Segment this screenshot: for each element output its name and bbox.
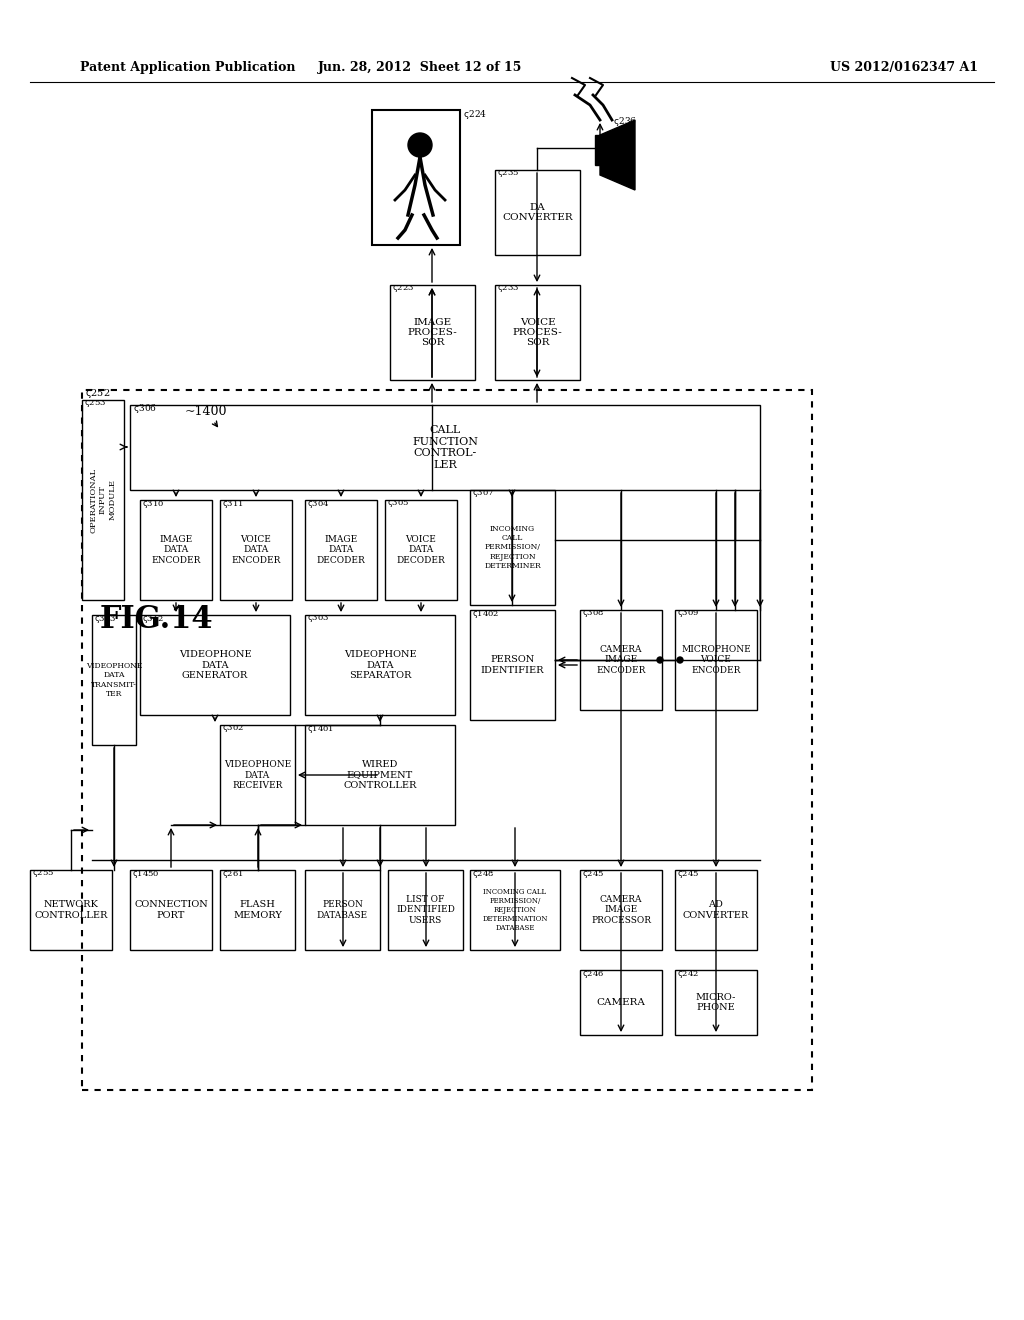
- Text: $\mathsf{\varsigma}$253: $\mathsf{\varsigma}$253: [84, 399, 106, 409]
- Circle shape: [408, 133, 432, 157]
- Circle shape: [657, 657, 663, 663]
- Text: $\mathsf{\varsigma}$309: $\mathsf{\varsigma}$309: [677, 609, 699, 619]
- Text: PERSON
DATABASE: PERSON DATABASE: [317, 900, 368, 920]
- Bar: [580, 610, 662, 710]
- Text: VIDEOPHONE
DATA
TRANSMIT-
TER: VIDEOPHONE DATA TRANSMIT- TER: [86, 663, 142, 698]
- Bar: [388, 870, 463, 950]
- Text: $\mathsf{\varsigma}$308: $\mathsf{\varsigma}$308: [582, 609, 604, 619]
- Text: CAMERA
IMAGE
PROCESSOR: CAMERA IMAGE PROCESSOR: [591, 895, 651, 925]
- Text: $\mathsf{\varsigma}$235: $\mathsf{\varsigma}$235: [497, 168, 519, 180]
- Bar: [390, 285, 475, 380]
- Text: VIDEOPHONE
DATA
SEPARATOR: VIDEOPHONE DATA SEPARATOR: [344, 651, 417, 680]
- Text: AD
CONVERTER: AD CONVERTER: [683, 900, 750, 920]
- Polygon shape: [600, 120, 635, 190]
- Text: FLASH
MEMORY: FLASH MEMORY: [233, 900, 282, 920]
- Text: IMAGE
DATA
DECODER: IMAGE DATA DECODER: [316, 535, 366, 565]
- Text: WIRED
EQUIPMENT
CONTROLLER: WIRED EQUIPMENT CONTROLLER: [343, 760, 417, 789]
- Text: LIST OF
IDENTIFIED
USERS: LIST OF IDENTIFIED USERS: [396, 895, 455, 925]
- Text: MICRO-
PHONE: MICRO- PHONE: [696, 993, 736, 1012]
- Bar: [305, 500, 377, 601]
- Text: CAMERA
IMAGE
ENCODER: CAMERA IMAGE ENCODER: [596, 645, 646, 675]
- Text: $\mathsf{\varsigma}$304: $\mathsf{\varsigma}$304: [307, 498, 330, 510]
- Text: $\mathsf{\varsigma}$245: $\mathsf{\varsigma}$245: [582, 869, 604, 880]
- Bar: [675, 870, 757, 950]
- Bar: [470, 490, 555, 605]
- Text: Jun. 28, 2012  Sheet 12 of 15: Jun. 28, 2012 Sheet 12 of 15: [317, 62, 522, 74]
- Bar: [470, 870, 560, 950]
- Bar: [82, 389, 812, 1090]
- Text: DA
CONVERTER: DA CONVERTER: [502, 203, 572, 222]
- Text: INCOMING CALL
PERMISSION/
REJECTION
DETERMINATION
DATABASE: INCOMING CALL PERMISSION/ REJECTION DETE…: [482, 887, 548, 932]
- Bar: [580, 870, 662, 950]
- Bar: [130, 405, 760, 490]
- Text: CALL
FUNCTION
CONTROL-
LER: CALL FUNCTION CONTROL- LER: [412, 425, 478, 470]
- Bar: [220, 725, 295, 825]
- Bar: [130, 870, 212, 950]
- Text: $\mathsf{\varsigma}$242: $\mathsf{\varsigma}$242: [677, 968, 699, 979]
- Text: $\mathsf{\varsigma}$302: $\mathsf{\varsigma}$302: [222, 723, 244, 734]
- Text: VOICE
PROCES-
SOR: VOICE PROCES- SOR: [513, 318, 562, 347]
- Bar: [495, 170, 580, 255]
- Bar: [372, 110, 460, 246]
- Text: NETWORK
CONTROLLER: NETWORK CONTROLLER: [35, 900, 108, 920]
- Bar: [675, 610, 757, 710]
- Text: $\mathsf{\varsigma}$224: $\mathsf{\varsigma}$224: [463, 108, 487, 121]
- Text: $\mathsf{\varsigma}$312: $\mathsf{\varsigma}$312: [142, 612, 164, 624]
- Text: $\mathsf{\varsigma}$248: $\mathsf{\varsigma}$248: [472, 869, 495, 880]
- Text: $\mathsf{\varsigma}$303: $\mathsf{\varsigma}$303: [307, 612, 330, 624]
- Text: MICROPHONE
VOICE
ENCODER: MICROPHONE VOICE ENCODER: [681, 645, 751, 675]
- Bar: [385, 500, 457, 601]
- Text: $\mathsf{\varsigma}$313: $\mathsf{\varsigma}$313: [94, 612, 117, 624]
- Text: $\mathsf{\varsigma}$233: $\mathsf{\varsigma}$233: [497, 282, 519, 294]
- Bar: [220, 870, 295, 950]
- Text: $\mathsf{\varsigma}$246: $\mathsf{\varsigma}$246: [582, 968, 604, 979]
- Text: $\mathsf{\varsigma}$245: $\mathsf{\varsigma}$245: [677, 869, 699, 880]
- Circle shape: [677, 657, 683, 663]
- Text: $\mathsf{\varsigma}$223: $\mathsf{\varsigma}$223: [392, 282, 415, 294]
- Text: OPERATIONAL
INPUT
MODULE: OPERATIONAL INPUT MODULE: [90, 467, 116, 533]
- Text: CONNECTION
PORT: CONNECTION PORT: [134, 900, 208, 920]
- Bar: [305, 725, 455, 825]
- Text: $\mathsf{\varsigma}$252: $\mathsf{\varsigma}$252: [85, 387, 111, 400]
- Text: $\mathsf{\varsigma}$1402: $\mathsf{\varsigma}$1402: [472, 609, 500, 620]
- Bar: [675, 970, 757, 1035]
- Text: $\mathsf{\varsigma}$311: $\mathsf{\varsigma}$311: [222, 498, 244, 510]
- Bar: [92, 615, 136, 744]
- Bar: [30, 870, 112, 950]
- Text: US 2012/0162347 A1: US 2012/0162347 A1: [830, 62, 978, 74]
- Text: $\mathsf{\varsigma}$261: $\mathsf{\varsigma}$261: [222, 869, 244, 880]
- Text: VOICE
DATA
DECODER: VOICE DATA DECODER: [396, 535, 445, 565]
- Text: VIDEOPHONE
DATA
RECEIVER: VIDEOPHONE DATA RECEIVER: [224, 760, 291, 789]
- Text: $\mathsf{\varsigma}$306: $\mathsf{\varsigma}$306: [133, 403, 157, 414]
- Text: $\mathsf{\varsigma}$305: $\mathsf{\varsigma}$305: [387, 498, 410, 510]
- Text: Patent Application Publication: Patent Application Publication: [80, 62, 296, 74]
- Text: VIDEOPHONE
DATA
GENERATOR: VIDEOPHONE DATA GENERATOR: [178, 651, 251, 680]
- Text: VOICE
DATA
ENCODER: VOICE DATA ENCODER: [231, 535, 281, 565]
- Bar: [595, 135, 607, 165]
- Text: ~1400: ~1400: [185, 405, 227, 426]
- Bar: [82, 400, 124, 601]
- Bar: [495, 285, 580, 380]
- Text: $\mathsf{\varsigma}$1450: $\mathsf{\varsigma}$1450: [132, 869, 160, 880]
- Text: INCOMING
CALL
PERMISSION/
REJECTION
DETERMINER: INCOMING CALL PERMISSION/ REJECTION DETE…: [484, 525, 541, 570]
- Text: $\mathsf{\varsigma}$255: $\mathsf{\varsigma}$255: [32, 869, 54, 879]
- Text: IMAGE
DATA
ENCODER: IMAGE DATA ENCODER: [152, 535, 201, 565]
- Bar: [140, 500, 212, 601]
- Bar: [220, 500, 292, 601]
- Bar: [580, 970, 662, 1035]
- Text: FIG.14: FIG.14: [100, 605, 214, 635]
- Bar: [305, 615, 455, 715]
- Text: $\mathsf{\varsigma}$1401: $\mathsf{\varsigma}$1401: [307, 723, 334, 735]
- Text: CAMERA: CAMERA: [597, 998, 645, 1007]
- Bar: [140, 615, 290, 715]
- Text: $\mathsf{\varsigma}$236: $\mathsf{\varsigma}$236: [613, 115, 637, 128]
- Text: IMAGE
PROCES-
SOR: IMAGE PROCES- SOR: [408, 318, 458, 347]
- Bar: [470, 610, 555, 719]
- Text: $\mathsf{\varsigma}$307: $\mathsf{\varsigma}$307: [472, 488, 495, 499]
- Text: $\mathsf{\varsigma}$310: $\mathsf{\varsigma}$310: [142, 498, 164, 510]
- Bar: [305, 870, 380, 950]
- Text: PERSON
IDENTIFIER: PERSON IDENTIFIER: [480, 655, 544, 675]
